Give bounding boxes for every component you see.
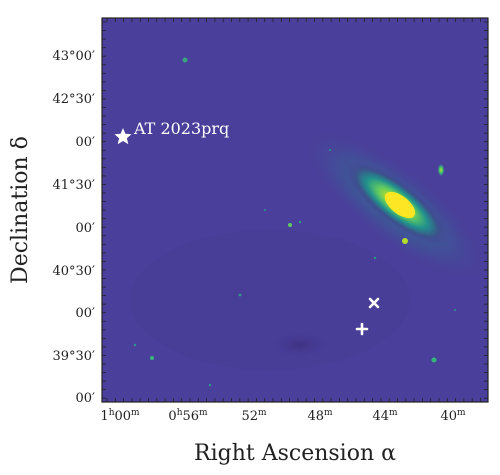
y-tick-label: 43°00′ bbox=[52, 49, 95, 64]
star bbox=[431, 357, 437, 363]
star bbox=[373, 256, 377, 260]
star bbox=[133, 343, 137, 347]
y-tick-label: 00′ bbox=[76, 135, 96, 150]
y-tick-label: 42°30′ bbox=[52, 92, 95, 107]
transient-label: AT 2023prq bbox=[133, 119, 229, 138]
x-tick-label: 0h56m bbox=[168, 408, 208, 424]
star bbox=[208, 383, 212, 387]
y-axis-title: Declination δ bbox=[8, 136, 33, 284]
y-tick-labels: 43°00′ 42°30′ 00′ 41°30′ 00′ 40°30′ 00′ … bbox=[52, 49, 95, 406]
star bbox=[454, 309, 456, 311]
y-tick-label: 00′ bbox=[76, 221, 96, 236]
x-tick-label: 1h00m bbox=[100, 408, 140, 424]
satellite-galaxy bbox=[402, 238, 408, 244]
image-content bbox=[130, 57, 488, 387]
dark-region bbox=[270, 331, 330, 359]
star bbox=[329, 149, 331, 151]
x-tick-labels: 1h00m 0h56m 52m 48m 44m 40m bbox=[100, 408, 466, 424]
cross-marker bbox=[368, 297, 380, 309]
x-axis-title: Right Ascension α bbox=[194, 441, 396, 466]
star bbox=[238, 293, 242, 297]
y-tick-label: 00′ bbox=[76, 306, 96, 321]
satellite-galaxy bbox=[437, 163, 445, 177]
x-minor-ticks bbox=[106, 18, 481, 402]
transient-star-marker bbox=[114, 128, 132, 145]
star bbox=[182, 57, 188, 63]
x-tick-label: 48m bbox=[307, 408, 333, 424]
y-tick-label: 39°30′ bbox=[52, 349, 95, 364]
y-minor-ticks bbox=[102, 21, 488, 399]
star bbox=[288, 223, 292, 227]
star bbox=[298, 220, 302, 224]
x-tick-label: 52m bbox=[241, 408, 267, 424]
galaxy-core bbox=[384, 191, 416, 219]
star bbox=[264, 209, 266, 211]
star bbox=[150, 356, 154, 360]
x-tick-label: 40m bbox=[440, 408, 466, 424]
y-tick-label: 41°30′ bbox=[52, 178, 95, 193]
plus-marker bbox=[355, 322, 369, 336]
y-tick-label: 40°30′ bbox=[52, 264, 95, 279]
x-tick-label: 44m bbox=[372, 408, 398, 424]
y-tick-label: 00′ bbox=[76, 391, 96, 406]
